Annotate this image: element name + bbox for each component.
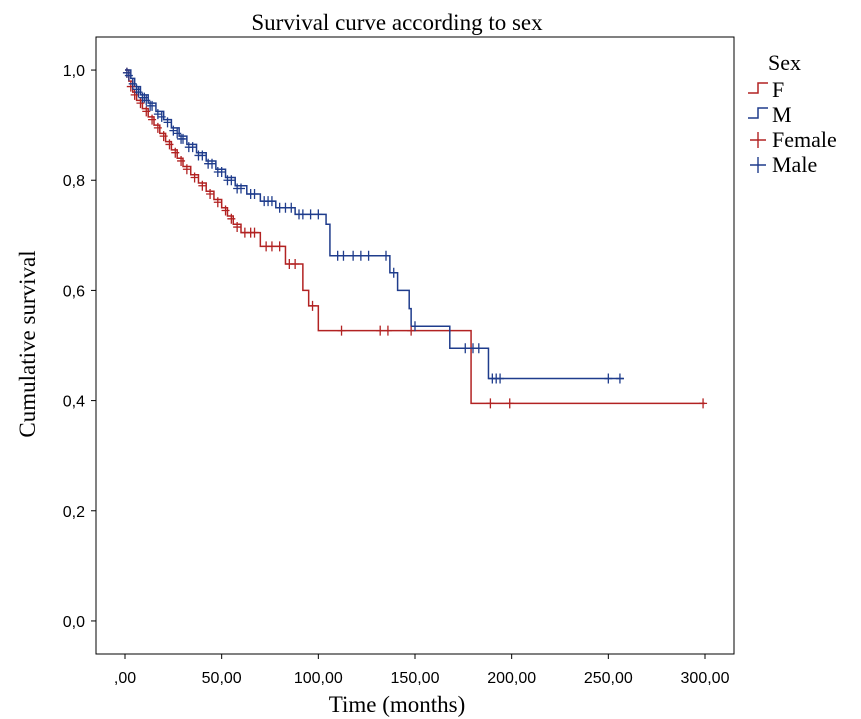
censor-mark-m (157, 111, 166, 122)
censor-mark-f (165, 139, 174, 150)
legend-label: M (772, 102, 792, 127)
censor-mark-f (407, 325, 416, 336)
censor-mark-m (198, 150, 207, 161)
x-tick-label: 200,00 (487, 670, 536, 687)
censor-mark-f (699, 398, 708, 409)
censor-mark-m (208, 158, 216, 169)
censor-marks (122, 67, 708, 409)
y-tick-label: 0,4 (63, 394, 85, 411)
x-tick-label: 100,00 (294, 670, 343, 687)
legend-swatch-censor (750, 157, 766, 173)
censor-mark-m (267, 196, 276, 207)
censor-mark-m (237, 183, 245, 194)
censor-mark-m (496, 373, 505, 384)
curve-m (125, 69, 624, 380)
x-tick-label: 250,00 (584, 670, 633, 687)
legend-swatch-step (748, 107, 768, 119)
x-axis-label: Time (months) (329, 692, 466, 717)
y-tick-label: 0,6 (63, 283, 85, 300)
censor-mark-f (250, 227, 259, 238)
y-tick-label: 0,0 (63, 614, 85, 631)
censor-mark-m (615, 373, 624, 384)
censor-mark-m (389, 267, 398, 278)
censor-mark-m (142, 95, 151, 106)
x-tick-label: 50,00 (202, 670, 242, 687)
y-tick-label: 0,2 (63, 504, 85, 521)
censor-mark-f (171, 147, 180, 158)
censor-mark-m (188, 142, 197, 153)
censor-mark-m (314, 209, 323, 220)
censor-mark-f (505, 398, 514, 409)
legend-swatch-censor (750, 132, 766, 148)
chart-title: Survival curve according to sex (251, 10, 543, 35)
censor-mark-m (298, 209, 307, 220)
x-tick-label: 150,00 (391, 670, 440, 687)
censor-mark-f (190, 172, 199, 183)
censor-mark-f (227, 213, 236, 224)
censor-mark-m (356, 250, 365, 261)
censor-mark-f (159, 131, 168, 142)
y-tick-label: 1,0 (63, 63, 85, 80)
censor-mark-f (142, 106, 151, 117)
censor-mark-m (134, 87, 143, 98)
censor-mark-f (182, 164, 191, 175)
censor-mark-f (337, 325, 346, 336)
x-axis: ,00 50,00 100,00 150,00 200,00 250,00 300,00 (114, 654, 730, 687)
censor-mark-f (213, 197, 222, 208)
y-axis: 0,0 0,2 0,4 0,6 0,8 1,0 (63, 63, 96, 631)
censor-mark-m (461, 343, 470, 354)
censor-mark-m (474, 343, 483, 354)
censor-mark-m (124, 70, 133, 81)
censor-mark-m (287, 202, 296, 213)
censor-mark-f (267, 241, 276, 252)
censor-mark-m (217, 166, 226, 177)
censor-mark-m (173, 128, 182, 139)
censor-mark-m (179, 133, 187, 144)
censor-mark-m (382, 250, 390, 261)
censor-mark-f (486, 398, 495, 409)
censor-mark-f (308, 300, 317, 311)
censor-mark-m (163, 117, 172, 128)
censor-mark-f (275, 241, 284, 252)
censor-mark-m (250, 189, 259, 200)
legend-label: F (772, 77, 784, 102)
censor-mark-m (349, 250, 358, 261)
legend-label: Female (772, 127, 837, 152)
censor-mark-m (411, 321, 419, 332)
censor-mark-f (153, 122, 162, 133)
censor-mark-m (227, 175, 236, 186)
censor-mark-m (604, 373, 613, 384)
censor-mark-m (128, 78, 137, 89)
x-tick-label: ,00 (114, 670, 136, 687)
legend-swatch-step (748, 82, 768, 94)
censor-mark-m (364, 250, 373, 261)
y-tick-label: 0,8 (63, 173, 85, 190)
y-axis-label: Cumulative survival (15, 250, 40, 437)
legend-label: Male (772, 152, 817, 177)
censor-mark-f (383, 325, 392, 336)
x-tick-label: 300,00 (681, 670, 730, 687)
censor-mark-f (376, 325, 385, 336)
censor-mark-f (136, 98, 145, 109)
censor-mark-m (339, 250, 348, 261)
censor-mark-m (148, 100, 157, 111)
censor-mark-f (148, 114, 157, 125)
censor-mark-f (206, 189, 215, 200)
censor-mark-f (291, 258, 300, 269)
censor-mark-m (306, 209, 315, 220)
censor-mark-f (221, 205, 230, 216)
censor-mark-f (198, 180, 207, 191)
censor-mark-f (233, 222, 242, 233)
censor-mark-f (177, 155, 186, 166)
legend-title: Sex (768, 50, 801, 75)
